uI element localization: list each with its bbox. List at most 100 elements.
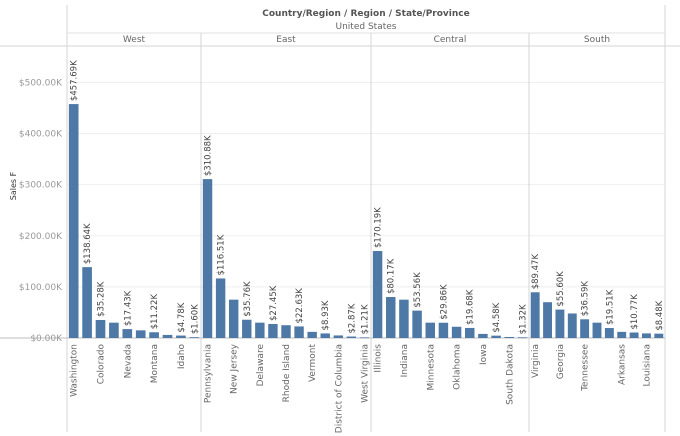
bar xyxy=(189,337,200,338)
bar-value-label: $457.69K xyxy=(70,60,80,101)
bar xyxy=(629,332,639,338)
y-axis: $0.00K $100.00K $200.00K $300.00K $400.00K $5… xyxy=(19,78,665,344)
bar xyxy=(268,323,278,338)
bar xyxy=(491,335,501,338)
state-category-label: Montana xyxy=(150,344,160,383)
bar-value-label: $4.58K xyxy=(492,302,502,332)
state-category-label: Vermont xyxy=(308,344,318,383)
bar xyxy=(530,292,540,338)
bar xyxy=(617,331,627,338)
state-category-label: Iowa xyxy=(479,344,489,365)
state-category-label: Rhode Island xyxy=(282,344,292,402)
state-category-label: South Dakota xyxy=(505,344,515,405)
bar xyxy=(567,313,577,338)
bar xyxy=(478,333,488,338)
bar xyxy=(438,322,449,338)
bar-value-label: $35.28K xyxy=(97,281,107,317)
region-label: West xyxy=(123,35,146,45)
bar-value-label: $27.45K xyxy=(269,285,279,321)
state-category-label: Nevada xyxy=(123,344,133,378)
bar-value-label: $4.78K xyxy=(177,302,187,332)
bar xyxy=(465,327,475,338)
bar xyxy=(504,336,514,338)
bar xyxy=(399,299,409,338)
bar xyxy=(122,329,133,338)
bar xyxy=(109,322,119,338)
y-axis-title: Sales F xyxy=(9,171,18,200)
bar xyxy=(425,322,435,338)
bar xyxy=(162,334,173,338)
bar-value-label: $22.63K xyxy=(295,288,305,324)
bar xyxy=(451,326,462,338)
state-category-label: Pennsylvania xyxy=(204,344,214,403)
region-panel: Central $170.19K Illinois $80.17K Indiana $53… xyxy=(370,33,528,432)
bar xyxy=(604,328,614,338)
state-category-label: Minnesota xyxy=(426,344,436,390)
bar-value-label: $8.93K xyxy=(321,300,331,330)
bar xyxy=(228,299,239,338)
bar xyxy=(359,337,370,339)
bar xyxy=(517,337,528,339)
bar xyxy=(386,297,396,338)
state-category-label: New Jersey xyxy=(230,343,240,394)
state-category-label: Washington xyxy=(70,344,80,397)
bar-value-label: $1.21K xyxy=(360,304,370,334)
y-tick-label: $400.00K xyxy=(19,130,63,140)
bar-value-label: $19.68K xyxy=(466,289,476,325)
bar-value-label: $8.48K xyxy=(655,300,665,330)
state-category-label: West Virginia xyxy=(360,344,370,403)
state-category-label: Virginia xyxy=(531,344,541,378)
bar-value-label: $89.47K xyxy=(531,254,541,290)
state-category-label: Tennessee xyxy=(581,344,591,392)
bar xyxy=(555,309,565,338)
bar-value-label: $19.51K xyxy=(605,289,615,325)
bar xyxy=(281,325,291,338)
bar xyxy=(654,333,664,338)
bar xyxy=(294,326,304,338)
bar xyxy=(333,335,344,338)
bar xyxy=(215,278,226,338)
y-tick-label: $500.00K xyxy=(19,78,63,88)
bar xyxy=(543,302,552,338)
state-category-label: Delaware xyxy=(256,344,266,387)
bar-value-label: $138.64K xyxy=(83,223,93,264)
bar-value-label: $310.88K xyxy=(204,135,214,176)
y-tick-label: $200.00K xyxy=(19,232,63,242)
bar-value-label: $17.43K xyxy=(123,290,133,326)
bar xyxy=(592,322,602,338)
bar xyxy=(242,319,252,338)
bar xyxy=(149,332,159,338)
bar xyxy=(68,104,79,339)
bar-value-label: $1.60K xyxy=(190,304,200,334)
region-label: East xyxy=(276,35,296,45)
bar xyxy=(82,267,92,338)
bar-value-label: $53.56K xyxy=(413,272,423,308)
bar-value-label: $170.19K xyxy=(374,207,384,248)
bar xyxy=(580,319,590,338)
bar xyxy=(176,335,186,338)
region-label: Central xyxy=(434,35,467,45)
state-category-label: District of Columbia xyxy=(334,344,344,433)
bar xyxy=(95,319,106,338)
bar-value-label: $80.17K xyxy=(387,258,397,294)
bar-value-label: $2.87K xyxy=(347,303,357,333)
bar xyxy=(412,310,422,338)
header-title: Country/Region / Region / State/Province xyxy=(262,9,469,19)
bar-value-label: $10.77K xyxy=(630,294,640,330)
bar xyxy=(135,330,146,338)
state-category-label: Georgia xyxy=(556,344,566,379)
state-category-label: Louisiana xyxy=(642,344,652,387)
bar-value-label: $29.86K xyxy=(439,284,449,320)
bar-value-label: $35.76K xyxy=(243,281,253,317)
bar-value-label: $55.60K xyxy=(556,271,566,307)
region-panels: West $457.69K Washington $138.64K $35.28K Col… xyxy=(68,33,665,433)
bar-value-label: $116.51K xyxy=(217,234,227,275)
state-category-label: Idaho xyxy=(177,344,187,370)
state-category-label: Arkansas xyxy=(618,344,628,385)
y-tick-label: $300.00K xyxy=(19,181,63,191)
state-category-label: Illinois xyxy=(374,344,384,373)
bar-value-label: $1.32K xyxy=(518,304,528,334)
bar xyxy=(255,322,265,338)
bar-value-label: $36.59K xyxy=(581,281,591,317)
